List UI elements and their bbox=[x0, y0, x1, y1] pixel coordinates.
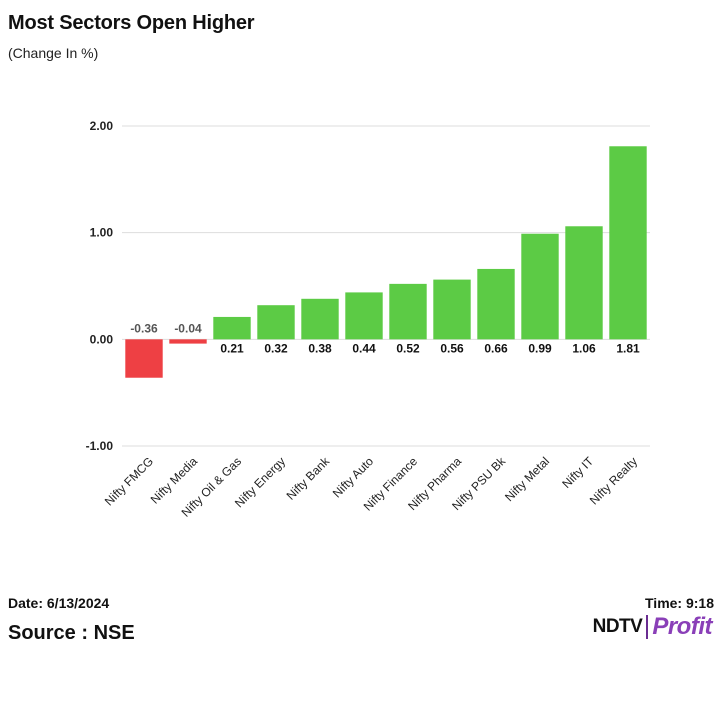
bar bbox=[389, 283, 427, 340]
bar-value-label: 0.21 bbox=[220, 341, 244, 355]
bar-value-label: 0.32 bbox=[264, 341, 288, 355]
x-tick-label: Nifty Bank bbox=[284, 454, 333, 503]
bar-value-label: 0.99 bbox=[528, 341, 552, 355]
x-tick-label: Nifty Metal bbox=[502, 454, 552, 504]
x-tick-label: Nifty Realty bbox=[587, 454, 640, 507]
ndtv-profit-logo: NDTV Profit bbox=[592, 612, 713, 642]
bar-value-label: 0.44 bbox=[352, 341, 376, 355]
chart-subtitle: (Change In %) bbox=[8, 45, 99, 61]
bar bbox=[609, 146, 647, 340]
bar-value-label: -0.04 bbox=[174, 321, 202, 335]
date-label: Date: 6/13/2024 bbox=[8, 595, 110, 611]
time-label: Time: 9:18 bbox=[645, 595, 714, 611]
logo-separator bbox=[646, 615, 649, 639]
bar-value-label: 1.81 bbox=[616, 341, 640, 355]
y-tick-label: 1.00 bbox=[90, 226, 114, 240]
bar bbox=[213, 316, 251, 340]
source-label: Source : NSE bbox=[8, 622, 135, 644]
bar bbox=[345, 292, 383, 340]
logo-sub-text: Profit bbox=[652, 613, 712, 640]
bar-value-label: 0.52 bbox=[396, 341, 420, 355]
bar-value-label: 0.38 bbox=[308, 341, 332, 355]
bar bbox=[169, 339, 207, 344]
y-tick-label: -1.00 bbox=[86, 439, 114, 453]
bar bbox=[565, 226, 603, 340]
bar-value-label: -0.36 bbox=[130, 321, 158, 335]
bar-value-label: 1.06 bbox=[572, 341, 596, 355]
x-tick-label: Nifty FMCG bbox=[102, 454, 156, 508]
bar bbox=[125, 339, 163, 378]
bar-value-label: 0.56 bbox=[440, 341, 464, 355]
bar-value-label: 0.66 bbox=[484, 341, 508, 355]
y-tick-label: 0.00 bbox=[90, 332, 114, 346]
chart-title: Most Sectors Open Higher bbox=[8, 12, 255, 34]
bar bbox=[477, 268, 515, 340]
x-tick-label: Nifty IT bbox=[559, 454, 596, 491]
logo-main-text: NDTV bbox=[592, 616, 643, 637]
bar bbox=[521, 233, 559, 340]
bar bbox=[257, 305, 295, 340]
x-tick-label: Nifty Auto bbox=[330, 454, 376, 500]
y-tick-label: 2.00 bbox=[90, 119, 114, 133]
bar bbox=[433, 279, 471, 340]
bar bbox=[301, 298, 339, 340]
